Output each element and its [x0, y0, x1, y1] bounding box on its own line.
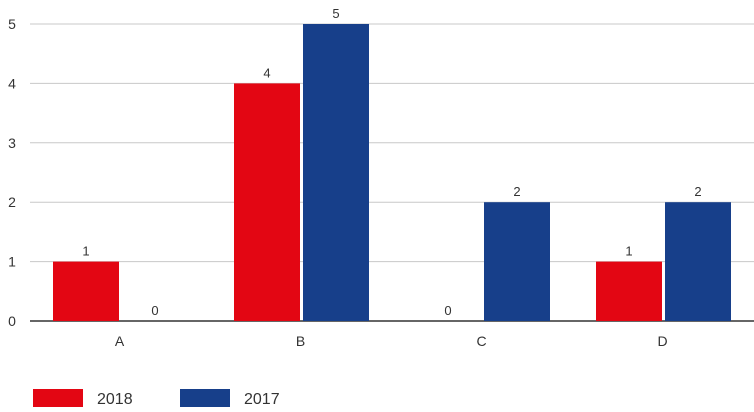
legend: 2018 2017	[33, 389, 280, 408]
y-tick-label: 0	[8, 313, 16, 329]
y-tick-label: 4	[8, 75, 16, 91]
x-tick-label: A	[115, 333, 125, 349]
data-label: 0	[444, 303, 451, 318]
legend-swatch	[180, 389, 230, 407]
data-labels: 1 0 4 5 0 2 1 2	[82, 6, 701, 318]
y-tick-label: 3	[8, 135, 16, 151]
data-label: 0	[151, 303, 158, 318]
data-label: 2	[513, 184, 520, 199]
data-label: 1	[625, 244, 632, 259]
bar	[596, 261, 662, 321]
bar	[53, 261, 119, 321]
y-tick-label: 2	[8, 194, 16, 210]
y-tick-label: 5	[8, 16, 16, 32]
bar	[234, 83, 300, 322]
bar	[303, 24, 369, 321]
bars	[53, 24, 731, 322]
bar	[665, 202, 731, 321]
data-label: 2	[694, 184, 701, 199]
legend-swatch	[33, 389, 83, 407]
x-tick-label: B	[296, 333, 305, 349]
legend-label: 2017	[244, 391, 280, 408]
x-tick-label: D	[657, 333, 667, 349]
x-axis-ticks: A B C D	[115, 333, 668, 349]
data-label: 5	[332, 6, 339, 21]
data-label: 1	[82, 244, 89, 259]
legend-label: 2018	[97, 391, 133, 408]
data-label: 4	[263, 65, 270, 80]
x-tick-label: C	[476, 333, 486, 349]
y-axis-ticks: 0 1 2 3 4 5	[8, 16, 16, 329]
y-tick-label: 1	[8, 254, 16, 270]
bar	[484, 202, 550, 321]
